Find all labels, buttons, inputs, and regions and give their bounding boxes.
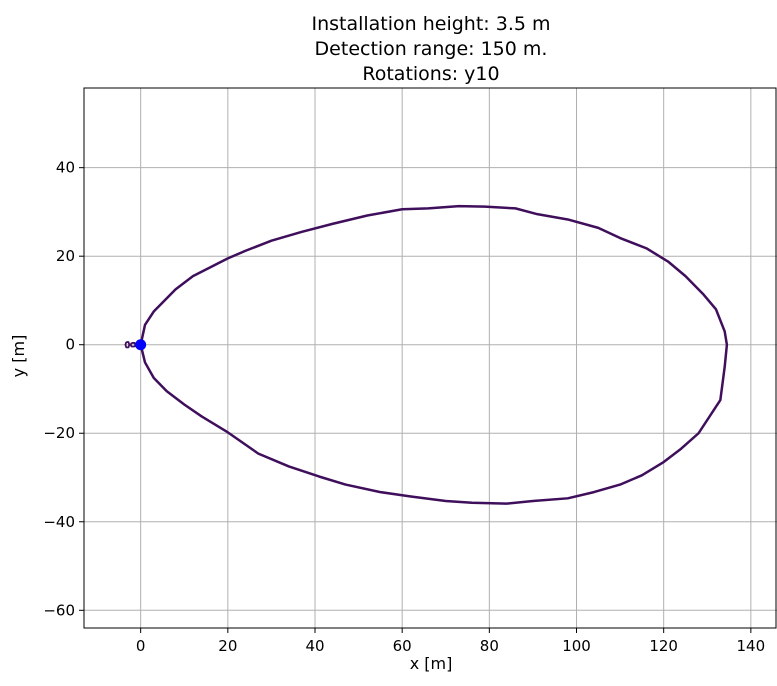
grid-lines xyxy=(84,88,777,628)
series-layer xyxy=(124,204,729,505)
chart-title: Installation height: 3.5 m Detection ran… xyxy=(311,13,550,85)
x-tick-label: 20 xyxy=(218,637,237,655)
x-axis-label: x [m] xyxy=(410,654,453,673)
small-contour-line xyxy=(129,342,137,348)
y-tick-label: 0 xyxy=(65,336,75,354)
small-contour-line xyxy=(124,341,131,349)
y-tick-label: 40 xyxy=(56,159,75,177)
marker-layer xyxy=(135,339,147,351)
x-tick-label: 80 xyxy=(480,637,499,655)
x-tick-label: 40 xyxy=(305,637,324,655)
plot-frame xyxy=(83,87,777,629)
chart-title-line-1: Installation height: 3.5 m xyxy=(311,13,550,35)
y-axis-ticks: −60 −40 −20 0 20 40 xyxy=(43,159,84,619)
x-tick-label: 0 xyxy=(136,637,146,655)
x-tick-label: 140 xyxy=(737,637,766,655)
y-tick-label: −40 xyxy=(43,513,75,531)
sensor-position-marker xyxy=(135,339,147,351)
detection-contour-line xyxy=(139,204,729,505)
y-tick-label: −20 xyxy=(43,424,75,442)
chart-title-line-3: Rotations: y10 xyxy=(362,63,499,85)
y-tick-label: 20 xyxy=(56,247,75,265)
x-tick-label: 120 xyxy=(649,637,678,655)
x-tick-label: 60 xyxy=(393,637,412,655)
chart-title-line-2: Detection range: 150 m. xyxy=(315,38,548,60)
x-tick-label: 100 xyxy=(562,637,591,655)
y-tick-label: −60 xyxy=(43,601,75,619)
y-axis-label: y [m] xyxy=(9,335,28,378)
x-axis-ticks: 0 20 40 60 80 100 120 140 xyxy=(136,628,765,655)
